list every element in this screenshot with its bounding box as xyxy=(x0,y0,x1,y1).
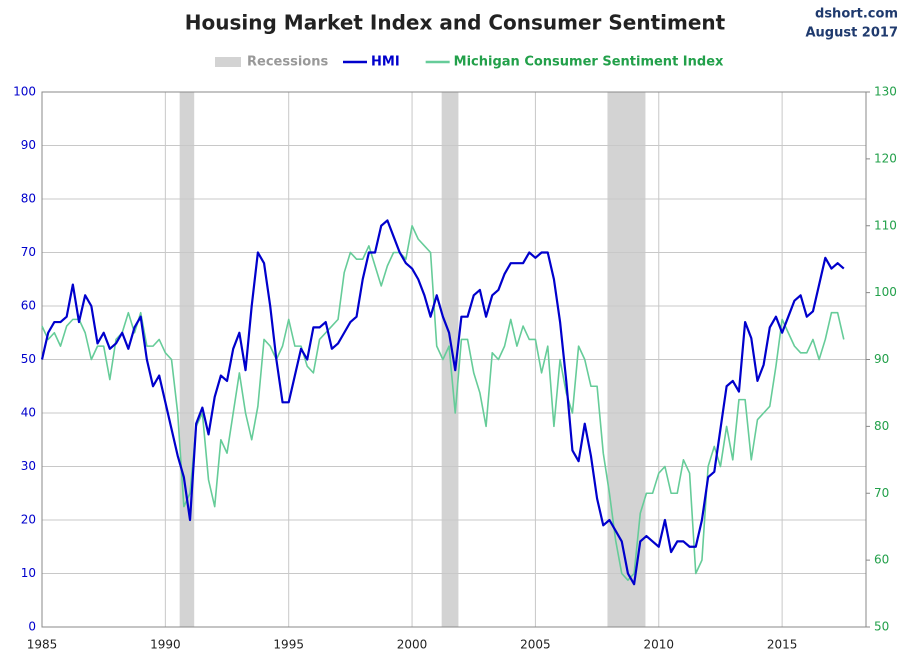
y2-tick-label: 60 xyxy=(874,553,889,567)
y-tick-label: 10 xyxy=(21,566,36,580)
y2-tick-label: 80 xyxy=(874,419,889,433)
legend-label: HMI xyxy=(371,55,400,70)
y-tick-label: 0 xyxy=(28,620,36,634)
y2-tick-label: 120 xyxy=(874,151,897,165)
y-tick-label: 60 xyxy=(21,299,36,313)
y-tick-label: 80 xyxy=(21,192,36,206)
x-tick-label: 2010 xyxy=(643,638,674,652)
y2-tick-label: 130 xyxy=(874,85,897,99)
y-tick-label: 100 xyxy=(13,85,36,99)
x-tick-label: 2000 xyxy=(397,638,428,652)
x-tick-label: 2015 xyxy=(767,638,798,652)
x-tick-label: 1995 xyxy=(273,638,304,652)
date: August 2017 xyxy=(805,26,898,41)
y2-tick-label: 100 xyxy=(874,285,897,299)
y-tick-label: 90 xyxy=(21,138,36,152)
y2-tick-label: 50 xyxy=(874,620,889,634)
legend-label: Michigan Consumer Sentiment Index xyxy=(454,55,724,70)
x-tick-label: 2005 xyxy=(520,638,551,652)
x-tick-label: 1985 xyxy=(27,638,58,652)
y-tick-label: 20 xyxy=(21,513,36,527)
source: dshort.com xyxy=(815,7,898,22)
y2-tick-label: 90 xyxy=(874,352,889,366)
series-line xyxy=(40,219,845,586)
y-tick-label: 70 xyxy=(21,245,36,259)
legend-swatch xyxy=(215,57,241,67)
y-tick-label: 40 xyxy=(21,406,36,420)
x-tick-label: 1990 xyxy=(150,638,181,652)
y-tick-label: 50 xyxy=(21,352,36,366)
legend-label: Recessions xyxy=(247,55,328,70)
y2-tick-label: 70 xyxy=(874,486,889,500)
y-tick-label: 30 xyxy=(21,459,36,473)
y2-tick-label: 110 xyxy=(874,218,897,232)
chart-title: Housing Market Index and Consumer Sentim… xyxy=(185,11,726,35)
series-line xyxy=(41,224,845,581)
